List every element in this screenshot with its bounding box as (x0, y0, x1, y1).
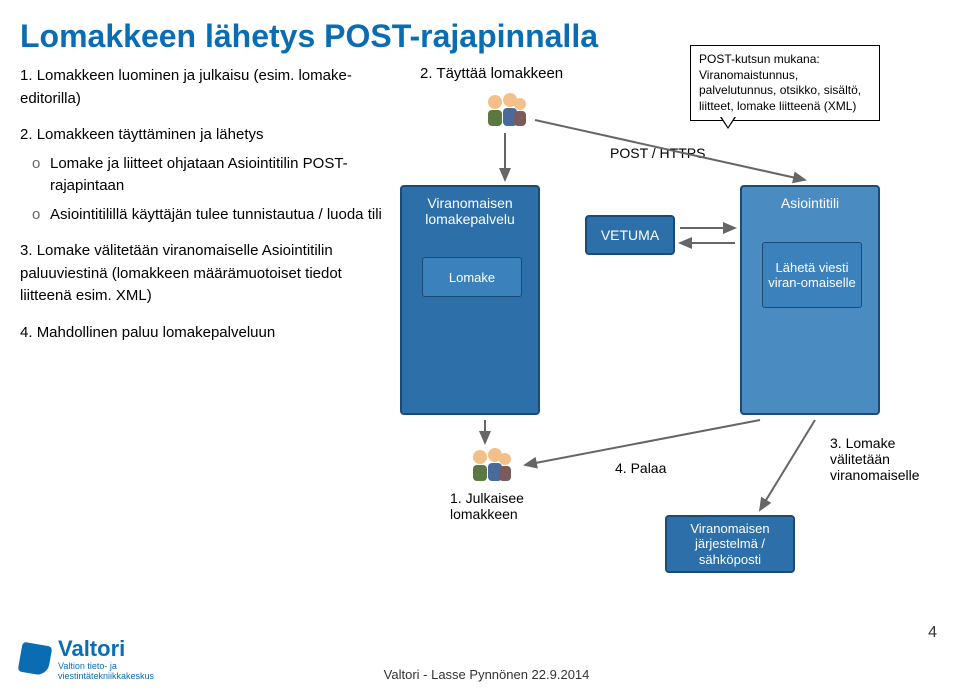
step-num: 2. (20, 126, 33, 143)
step-num: 4. (20, 324, 33, 341)
step-text: Lomakkeen luominen ja julkaisu (esim. lo… (20, 67, 352, 107)
step-text: Lomake välitetään viranomaiselle Asioint… (20, 242, 342, 304)
diagram-area: 2. Täyttää lomakkeen POST-kutsun mukana:… (410, 65, 939, 595)
step-sub: Asiointitilillä käyttäjän tulee tunnista… (50, 204, 390, 227)
step-4: 4. Mahdollinen paluu lomakepalveluun (20, 322, 390, 345)
brand-name: Valtori (58, 636, 154, 662)
step-num: 1. (20, 67, 33, 84)
step-text: Mahdollinen paluu lomakepalveluun (37, 324, 276, 341)
valtori-mark-icon (18, 642, 53, 677)
step-3: 3. Lomake välitetään viranomaiselle Asio… (20, 240, 390, 308)
content-row: 1. Lomakkeen luominen ja julkaisu (esim.… (0, 65, 959, 595)
brand-sub2: viestintätekniikkakeskus (58, 672, 154, 682)
step-num: 3. (20, 242, 33, 259)
step-2: 2. Lomakkeen täyttäminen ja lähetys Loma… (20, 124, 390, 226)
steps-list: 1. Lomakkeen luominen ja julkaisu (esim.… (20, 65, 390, 595)
connectors (410, 65, 959, 595)
step-sub: Lomake ja liitteet ohjataan Asiointitili… (50, 153, 390, 198)
logo: Valtori Valtion tieto- ja viestintätekni… (20, 636, 154, 682)
footer-center: Valtori - Lasse Pynnönen 22.9.2014 (384, 667, 590, 682)
step-1: 1. Lomakkeen luominen ja julkaisu (esim.… (20, 65, 390, 110)
step-text: Lomakkeen täyttäminen ja lähetys (37, 126, 264, 143)
footer: Valtori Valtion tieto- ja viestintätekni… (0, 636, 959, 682)
